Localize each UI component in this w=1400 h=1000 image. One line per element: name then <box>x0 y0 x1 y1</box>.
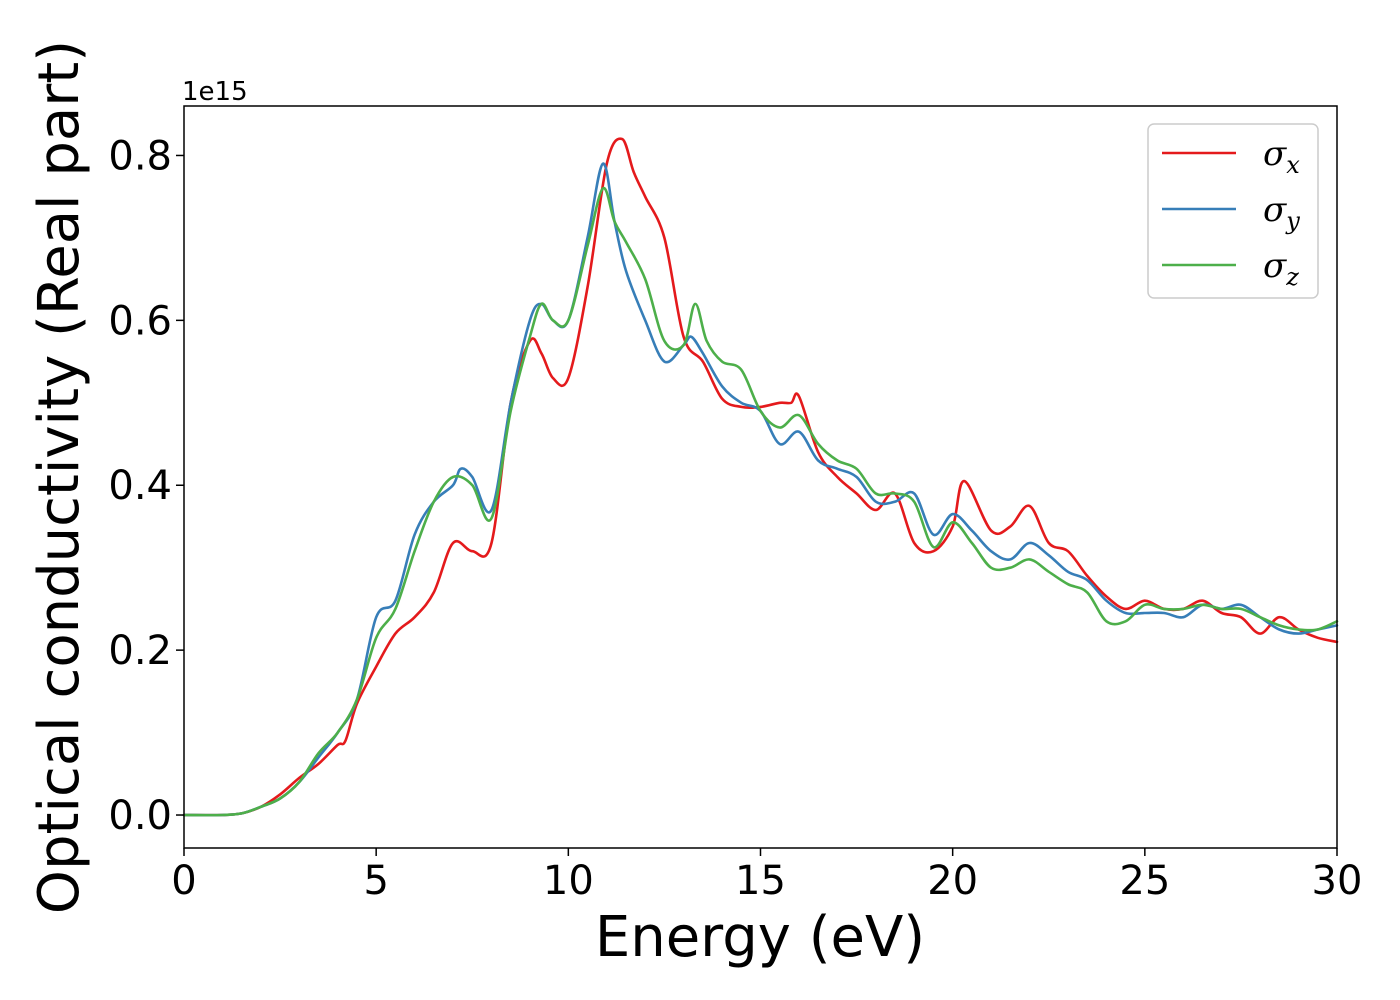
legend-label-x: σx <box>1263 134 1300 179</box>
legend: σx σy σz <box>1147 123 1319 299</box>
x-axis: 0 5 10 15 20 25 30 <box>171 848 1362 904</box>
x-tick-label: 0 <box>171 858 196 904</box>
plot-background <box>184 106 1337 848</box>
x-tick-label: 30 <box>1312 858 1363 904</box>
x-tick-label: 20 <box>927 858 978 904</box>
y-tick-label: 0.6 <box>108 298 172 344</box>
legend-label-z: σz <box>1263 246 1299 291</box>
legend-items: σx σy σz <box>1162 134 1300 291</box>
y-tick-label: 0.2 <box>108 628 172 674</box>
series-line-z <box>182 186 1339 817</box>
series-line-x <box>182 137 1339 817</box>
legend-label-y: σy <box>1263 190 1300 235</box>
series-layer <box>182 137 1339 817</box>
y-tick-label: 0.8 <box>108 133 172 179</box>
x-tick-label: 25 <box>1119 858 1170 904</box>
series-line-y <box>182 162 1339 817</box>
x-tick-label: 10 <box>543 858 594 904</box>
x-axis-title: Energy (eV) <box>595 905 925 970</box>
y-axis: 0.0 0.2 0.4 0.6 0.8 <box>108 133 184 839</box>
y-offset-label: 1e15 <box>182 77 248 107</box>
y-tick-label: 0.0 <box>108 793 172 839</box>
legend-box <box>1147 123 1319 299</box>
x-tick-label: 5 <box>363 858 388 904</box>
y-axis-title: Optical conductivity (Real part) <box>27 40 92 914</box>
x-tick-label: 15 <box>735 858 786 904</box>
y-tick-label: 0.4 <box>108 463 172 509</box>
